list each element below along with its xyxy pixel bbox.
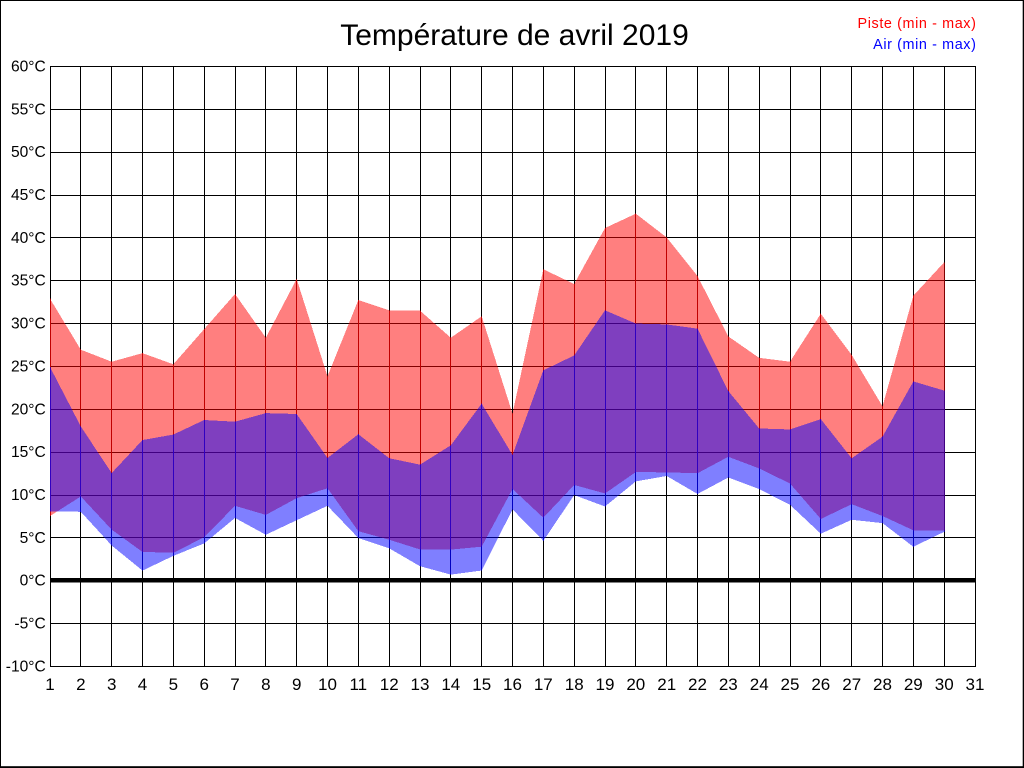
svg-text:30°C: 30°C [11, 316, 46, 333]
svg-text:22: 22 [688, 675, 707, 694]
svg-text:15°C: 15°C [11, 444, 46, 461]
svg-text:6: 6 [199, 675, 208, 694]
svg-text:17: 17 [534, 675, 553, 694]
svg-text:Piste (min - max): Piste (min - max) [858, 16, 977, 32]
svg-text:10: 10 [318, 675, 337, 694]
svg-text:16: 16 [503, 675, 522, 694]
svg-text:12: 12 [380, 675, 399, 694]
svg-text:7: 7 [230, 675, 239, 694]
svg-text:28: 28 [873, 675, 892, 694]
svg-text:21: 21 [657, 675, 676, 694]
svg-text:Air (min - max): Air (min - max) [873, 37, 976, 53]
svg-text:29: 29 [904, 675, 923, 694]
svg-text:10°C: 10°C [11, 487, 46, 504]
svg-text:30: 30 [935, 675, 954, 694]
svg-text:23: 23 [719, 675, 738, 694]
svg-text:11: 11 [349, 675, 367, 694]
svg-text:45°C: 45°C [11, 187, 46, 204]
svg-text:8: 8 [261, 675, 270, 694]
svg-text:24: 24 [750, 675, 769, 694]
svg-text:1: 1 [45, 675, 54, 694]
svg-text:-5°C: -5°C [14, 616, 45, 633]
svg-text:0°C: 0°C [20, 573, 46, 590]
svg-text:20°C: 20°C [11, 401, 46, 418]
svg-text:15: 15 [472, 675, 491, 694]
svg-text:27: 27 [842, 675, 861, 694]
svg-text:4: 4 [138, 675, 147, 694]
svg-text:-10°C: -10°C [6, 658, 46, 675]
svg-text:55°C: 55°C [11, 101, 46, 118]
svg-text:20: 20 [626, 675, 645, 694]
svg-text:31: 31 [966, 675, 985, 694]
svg-text:19: 19 [596, 675, 615, 694]
svg-text:3: 3 [107, 675, 116, 694]
svg-text:13: 13 [411, 675, 430, 694]
svg-text:Température de avril 2019: Température de avril 2019 [340, 19, 689, 52]
svg-text:2: 2 [76, 675, 85, 694]
svg-text:26: 26 [811, 675, 830, 694]
svg-text:14: 14 [441, 675, 460, 694]
svg-text:18: 18 [565, 675, 584, 694]
svg-text:60°C: 60°C [11, 58, 46, 75]
svg-text:50°C: 50°C [11, 144, 46, 161]
svg-text:5°C: 5°C [20, 530, 46, 547]
svg-text:9: 9 [292, 675, 301, 694]
svg-text:25°C: 25°C [11, 358, 46, 375]
svg-text:35°C: 35°C [11, 273, 46, 290]
svg-text:5: 5 [169, 675, 178, 694]
svg-text:25: 25 [781, 675, 800, 694]
svg-text:40°C: 40°C [11, 230, 46, 247]
